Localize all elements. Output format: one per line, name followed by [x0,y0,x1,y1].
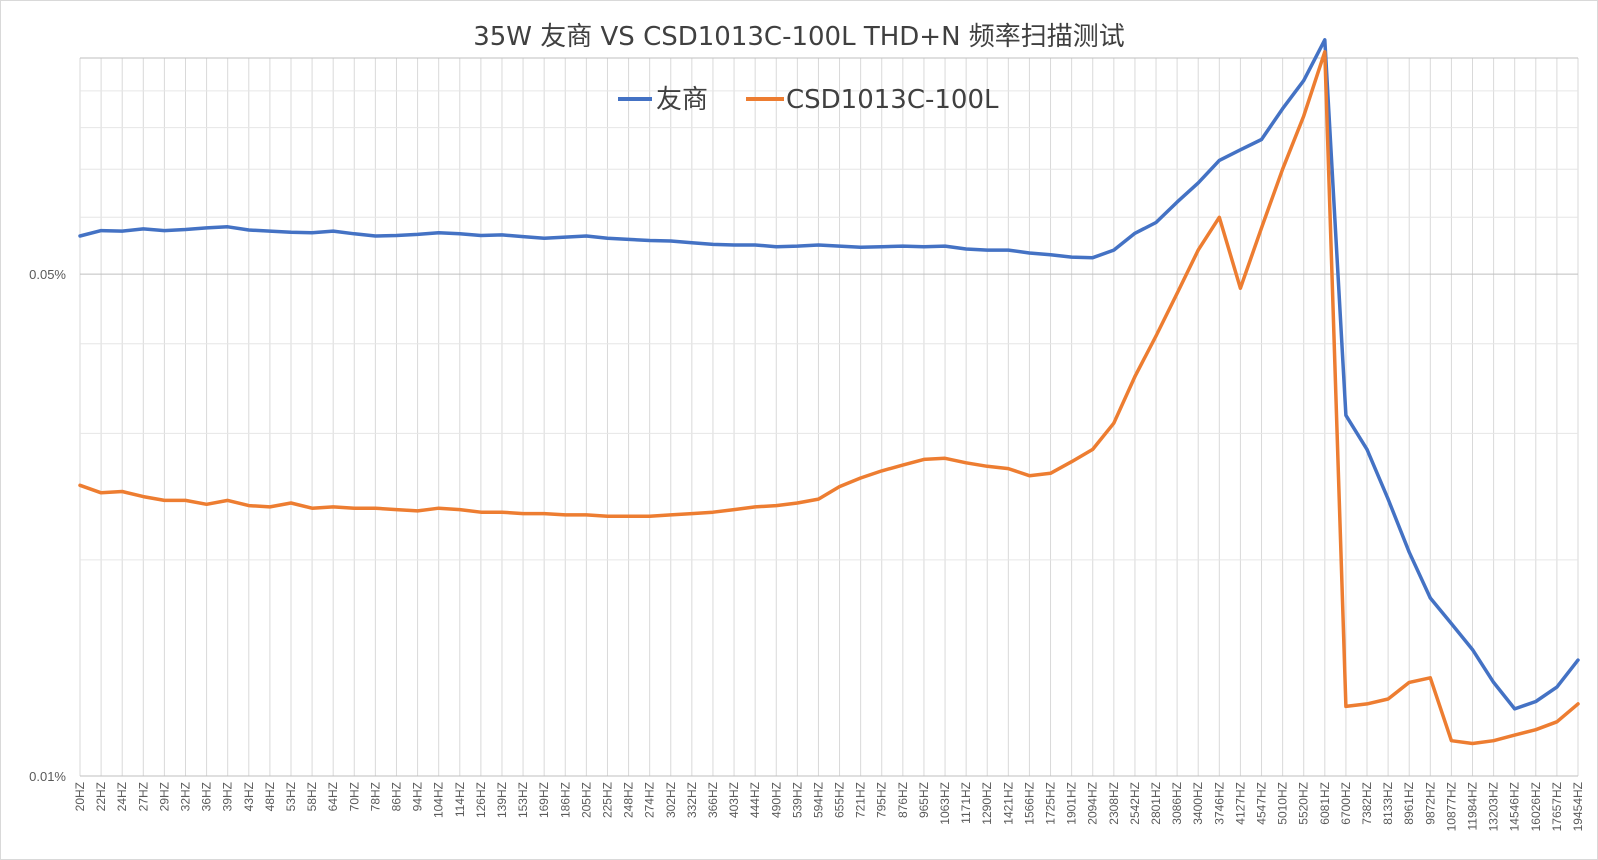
x-tick-label: 3746HZ [1212,782,1226,825]
x-tick-label: 594HZ [811,782,825,818]
x-tick-label: 490HZ [769,782,783,818]
x-tick-label: 2542HZ [1128,782,1142,825]
x-tick-label: 795HZ [875,782,889,818]
x-tick-label: 48HZ [263,782,277,811]
x-tick-label: 114HZ [453,782,467,817]
x-tick-label: 153HZ [516,782,530,818]
x-tick-label: 539HZ [790,782,804,818]
x-tick-label: 248HZ [622,782,636,818]
legend-label-series-2: CSD1013C-100L [786,85,999,115]
x-tick-label: 17657HZ [1550,782,1564,831]
x-tick-label: 169HZ [537,782,551,818]
x-tick-label: 11984HZ [1466,782,1480,830]
x-tick-label: 1725HZ [1044,782,1058,825]
x-tick-label: 8133HZ [1381,782,1395,825]
x-tick-label: 19454HZ [1571,782,1585,831]
x-tick-label: 186HZ [558,782,572,818]
x-tick-label: 20HZ [73,782,87,811]
x-tick-label: 403HZ [727,782,741,818]
x-tick-label: 3400HZ [1191,782,1205,825]
y-axis-ticks: 0.05% 0.01% [29,267,66,784]
x-tick-label: 1290HZ [980,782,994,825]
x-tick-label: 43HZ [242,782,256,811]
x-tick-label: 29HZ [157,782,171,811]
x-tick-label: 6700HZ [1339,782,1353,825]
x-tick-label: 6081HZ [1318,782,1332,825]
x-tick-label: 64HZ [326,782,340,811]
x-tick-label: 16026HZ [1529,782,1543,831]
x-tick-label: 36HZ [200,782,214,811]
x-tick-label: 78HZ [368,782,382,811]
x-tick-label: 225HZ [600,782,614,818]
x-tick-label: 2308HZ [1107,782,1121,825]
x-tick-label: 444HZ [748,782,762,818]
x-tick-label: 32HZ [178,782,192,811]
x-tick-label: 366HZ [706,782,720,818]
x-tick-label: 13203HZ [1487,782,1501,831]
x-tick-label: 14546HZ [1508,782,1522,831]
x-tick-label: 24HZ [115,782,129,811]
x-tick-label: 27HZ [136,782,150,811]
x-tick-label: 86HZ [389,782,403,811]
x-tick-label: 10877HZ [1444,782,1458,831]
legend-label-series-1: 友商 [656,85,708,115]
x-tick-label: 126HZ [474,782,488,818]
x-tick-label: 5520HZ [1297,782,1311,825]
x-tick-label: 104HZ [432,782,446,818]
x-tick-label: 1063HZ [938,782,952,825]
series-lines [78,38,1580,746]
y-tick-label: 0.01% [29,769,66,784]
legend: 友商 CSD1013C-100L [618,85,999,115]
x-tick-label: 70HZ [347,782,361,811]
x-tick-label: 2801HZ [1149,782,1163,825]
x-tick-label: 302HZ [664,782,678,818]
x-tick-label: 876HZ [896,782,910,818]
x-tick-label: 205HZ [579,782,593,818]
x-tick-label: 94HZ [411,782,425,811]
x-tick-label: 22HZ [94,782,108,811]
x-tick-label: 58HZ [305,782,319,811]
x-tick-label: 39HZ [221,782,235,811]
grid-lines [79,57,1579,777]
x-tick-label: 1901HZ [1065,782,1079,825]
chart-title: 35W 友商 VS CSD1013C-100L THD+N 频率扫描测试 [473,22,1125,52]
series-line-1 [78,38,1580,711]
x-tick-label: 965HZ [917,782,931,818]
x-tick-label: 139HZ [495,782,509,818]
x-tick-label: 1171HZ [959,782,973,824]
x-tick-label: 4127HZ [1233,782,1247,825]
x-tick-label: 655HZ [833,782,847,818]
x-tick-label: 1421HZ [1001,782,1015,825]
x-tick-label: 4547HZ [1255,782,1269,825]
x-tick-label: 1566HZ [1022,782,1036,825]
x-tick-label: 721HZ [854,782,868,818]
y-tick-label: 0.05% [29,267,66,282]
series-line-2 [78,50,1580,746]
x-tick-label: 9872HZ [1423,782,1437,825]
x-tick-label: 274HZ [643,782,657,818]
x-tick-label: 7382HZ [1360,782,1374,825]
x-tick-label: 2094HZ [1086,782,1100,825]
x-tick-label: 8961HZ [1402,782,1416,825]
x-tick-label: 3086HZ [1170,782,1184,825]
x-tick-label: 53HZ [284,782,298,811]
x-tick-label: 5010HZ [1276,782,1290,825]
x-tick-label: 332HZ [685,782,699,818]
x-axis-ticks: 20HZ 22HZ 24HZ 27HZ 29HZ 32HZ 36HZ 39HZ 43HZ 48HZ… [73,782,1585,831]
